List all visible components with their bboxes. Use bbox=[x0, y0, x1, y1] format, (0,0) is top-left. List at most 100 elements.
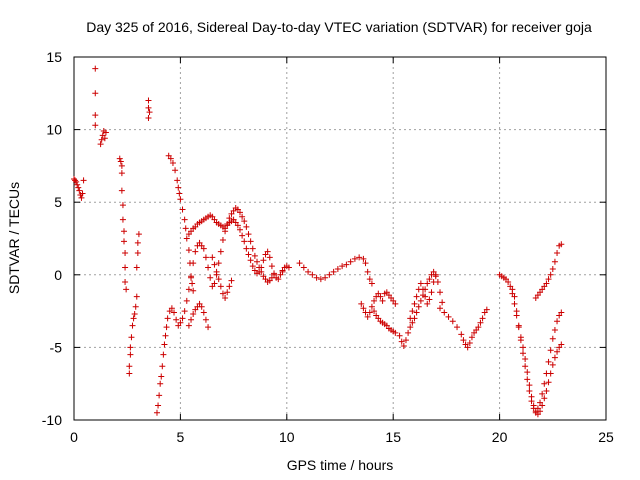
data-point bbox=[515, 322, 522, 329]
data-point bbox=[239, 232, 246, 239]
data-point bbox=[547, 271, 554, 278]
data-point bbox=[526, 382, 533, 389]
data-point bbox=[116, 155, 123, 162]
data-point bbox=[554, 318, 561, 325]
axis-ticks bbox=[73, 56, 607, 421]
data-point bbox=[162, 332, 169, 339]
data-point bbox=[343, 261, 350, 268]
data-point bbox=[264, 248, 271, 255]
data-point bbox=[202, 316, 209, 323]
series-cluster-14.8 bbox=[381, 289, 399, 307]
data-point bbox=[400, 342, 407, 349]
data-point bbox=[92, 112, 99, 119]
data-point bbox=[164, 315, 171, 322]
y-tick-label: 15 bbox=[46, 49, 62, 65]
y-tick-labels: -10 -5 0 5 10 15 bbox=[42, 49, 62, 428]
data-point bbox=[219, 290, 226, 297]
data-point bbox=[179, 206, 186, 213]
series-drop-20.6 bbox=[509, 286, 565, 415]
data-point bbox=[313, 274, 320, 281]
data-point bbox=[98, 136, 105, 143]
data-point bbox=[92, 122, 99, 129]
data-point bbox=[183, 235, 190, 242]
data-point bbox=[437, 289, 444, 296]
data-point bbox=[188, 273, 195, 280]
y-tick-label: 0 bbox=[54, 267, 62, 283]
data-point bbox=[326, 271, 333, 278]
data-point bbox=[285, 264, 292, 271]
data-point bbox=[368, 280, 375, 287]
data-point bbox=[300, 264, 307, 271]
data-point bbox=[153, 409, 160, 416]
data-point bbox=[413, 293, 420, 300]
data-point bbox=[551, 258, 558, 265]
data-point bbox=[245, 251, 252, 258]
data-point bbox=[430, 268, 437, 275]
data-point bbox=[524, 369, 531, 376]
data-point bbox=[547, 347, 554, 354]
data-point bbox=[334, 265, 341, 272]
data-point bbox=[243, 223, 250, 230]
data-point bbox=[543, 387, 550, 394]
data-point bbox=[505, 279, 512, 286]
data-point bbox=[134, 239, 141, 246]
series-long-rise bbox=[153, 216, 286, 416]
data-point bbox=[377, 293, 384, 300]
data-point bbox=[466, 340, 473, 347]
data-point bbox=[236, 226, 243, 233]
data-point bbox=[169, 159, 176, 166]
data-point bbox=[441, 309, 448, 316]
data-point bbox=[256, 264, 263, 271]
data-point bbox=[145, 114, 152, 121]
data-point bbox=[72, 177, 79, 184]
data-point bbox=[97, 141, 104, 148]
data-point bbox=[339, 263, 346, 270]
data-point bbox=[118, 170, 125, 177]
x-tick-label: 5 bbox=[177, 429, 185, 445]
x-tick-label: 10 bbox=[279, 429, 295, 445]
x-axis-label: GPS time / hours bbox=[287, 457, 394, 473]
data-point bbox=[243, 245, 250, 252]
data-point bbox=[558, 241, 565, 248]
data-point bbox=[296, 260, 303, 267]
series-mid-segment bbox=[279, 254, 375, 287]
data-point bbox=[217, 283, 224, 290]
data-point bbox=[358, 300, 365, 307]
data-point bbox=[222, 225, 229, 232]
data-point bbox=[549, 335, 556, 342]
data-point bbox=[209, 254, 216, 261]
data-point bbox=[254, 258, 261, 265]
data-point bbox=[121, 238, 128, 245]
data-point bbox=[268, 263, 275, 270]
data-point bbox=[234, 222, 241, 229]
data-point bbox=[192, 248, 199, 255]
data-point bbox=[182, 225, 189, 232]
data-point bbox=[127, 351, 134, 358]
series-zigzag-16 bbox=[407, 271, 446, 322]
data-point bbox=[537, 399, 544, 406]
data-point bbox=[509, 286, 516, 293]
data-point bbox=[549, 265, 556, 272]
data-point bbox=[236, 209, 243, 216]
data-point bbox=[177, 319, 184, 326]
data-point bbox=[551, 354, 558, 361]
data-point bbox=[215, 276, 222, 283]
data-point bbox=[200, 245, 207, 252]
series-start-cluster bbox=[71, 175, 87, 201]
data-point bbox=[392, 300, 399, 307]
data-point bbox=[128, 334, 135, 341]
x-tick-labels: 0 5 10 15 20 25 bbox=[70, 429, 614, 445]
data-point bbox=[366, 309, 373, 316]
data-point bbox=[171, 309, 178, 316]
data-point bbox=[205, 264, 212, 271]
data-point bbox=[163, 324, 170, 331]
data-point bbox=[155, 402, 162, 409]
data-point bbox=[146, 109, 153, 116]
data-point bbox=[76, 187, 83, 194]
data-point bbox=[211, 261, 218, 268]
data-point bbox=[226, 283, 233, 290]
data-point bbox=[434, 279, 441, 286]
data-point bbox=[211, 280, 218, 287]
data-point bbox=[356, 254, 363, 261]
